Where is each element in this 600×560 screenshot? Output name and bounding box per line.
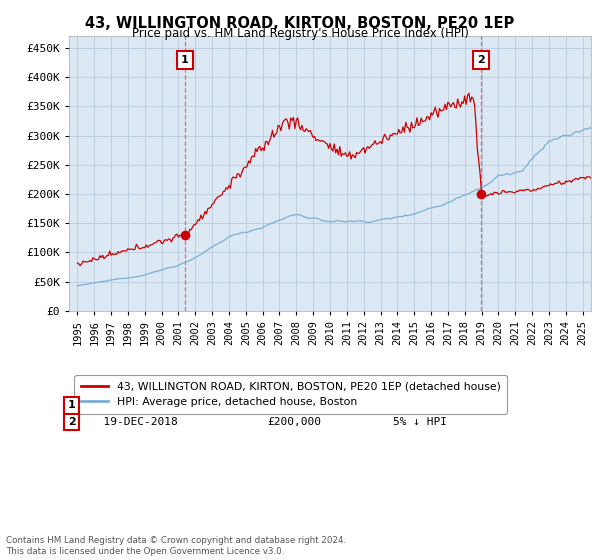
Text: 1: 1 <box>181 55 189 65</box>
Text: 25-MAY-2001: 25-MAY-2001 <box>90 400 178 410</box>
Text: 2: 2 <box>477 55 485 65</box>
Legend: 43, WILLINGTON ROAD, KIRTON, BOSTON, PE20 1EP (detached house), HPI: Average pri: 43, WILLINGTON ROAD, KIRTON, BOSTON, PE2… <box>74 375 507 414</box>
Text: £200,000: £200,000 <box>268 417 322 427</box>
Text: £129,950: £129,950 <box>268 400 322 410</box>
Text: Contains HM Land Registry data © Crown copyright and database right 2024.
This d: Contains HM Land Registry data © Crown c… <box>6 536 346 556</box>
Text: 1: 1 <box>68 400 76 410</box>
Text: Price paid vs. HM Land Registry's House Price Index (HPI): Price paid vs. HM Land Registry's House … <box>131 27 469 40</box>
Text: 19-DEC-2018: 19-DEC-2018 <box>90 417 178 427</box>
Text: 43, WILLINGTON ROAD, KIRTON, BOSTON, PE20 1EP: 43, WILLINGTON ROAD, KIRTON, BOSTON, PE2… <box>85 16 515 31</box>
Text: 72% ↑ HPI: 72% ↑ HPI <box>392 400 454 410</box>
Text: 2: 2 <box>68 417 76 427</box>
Text: 5% ↓ HPI: 5% ↓ HPI <box>392 417 446 427</box>
